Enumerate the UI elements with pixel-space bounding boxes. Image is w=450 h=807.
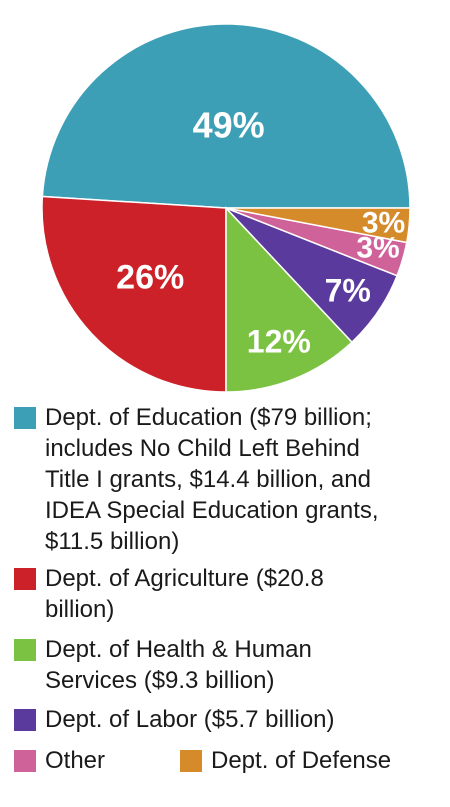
- slice-label-defense: 3%: [362, 206, 405, 239]
- pie-slice-defense: [225, 207, 411, 244]
- slice-label-hhs: 12%: [247, 323, 311, 359]
- pie-slice-agriculture: [41, 195, 227, 393]
- legend-swatch-defense: [180, 750, 202, 772]
- pie-chart: 49% 26% 12% 7% 3%3%: [41, 23, 411, 393]
- legend-swatch-other: [14, 750, 36, 772]
- legend-label-labor: Dept. of Labor ($5.7 billion): [45, 706, 335, 733]
- pie-slice-education: [41, 23, 411, 209]
- legend-label-hhs: Dept. of Health & Human Services ($9.3 b…: [45, 636, 312, 694]
- slice-label-education: 49%: [193, 105, 265, 146]
- legend-label-defense: Dept. of Defense: [211, 747, 392, 774]
- legend-item-agriculture: Dept. of Agriculture ($20.8 billion): [14, 563, 324, 625]
- legend-swatch-hhs: [14, 639, 36, 661]
- pie-slice-hhs: [225, 206, 354, 393]
- legend-swatch-agriculture: [14, 568, 36, 590]
- legend-swatch-education: [14, 407, 36, 429]
- legend-item-education: Dept. of Education ($79 billion; include…: [14, 402, 379, 557]
- legend-label-other: Other: [45, 747, 106, 774]
- legend-label-education: Dept. of Education ($79 billion; include…: [45, 404, 379, 555]
- legend-item-defense: Dept. of Defense: [180, 745, 391, 776]
- legend-item-other: Other: [14, 745, 105, 776]
- legend-label-agriculture: Dept. of Agriculture ($20.8 billion): [45, 565, 324, 623]
- slice-label-labor: 7%: [325, 273, 371, 309]
- slice-label-other: 3%: [356, 232, 399, 265]
- slice-label-agriculture: 26%: [116, 258, 184, 296]
- legend-item-labor: Dept. of Labor ($5.7 billion): [14, 704, 335, 735]
- legend-swatch-labor: [14, 709, 36, 731]
- legend-item-hhs: Dept. of Health & Human Services ($9.3 b…: [14, 634, 312, 696]
